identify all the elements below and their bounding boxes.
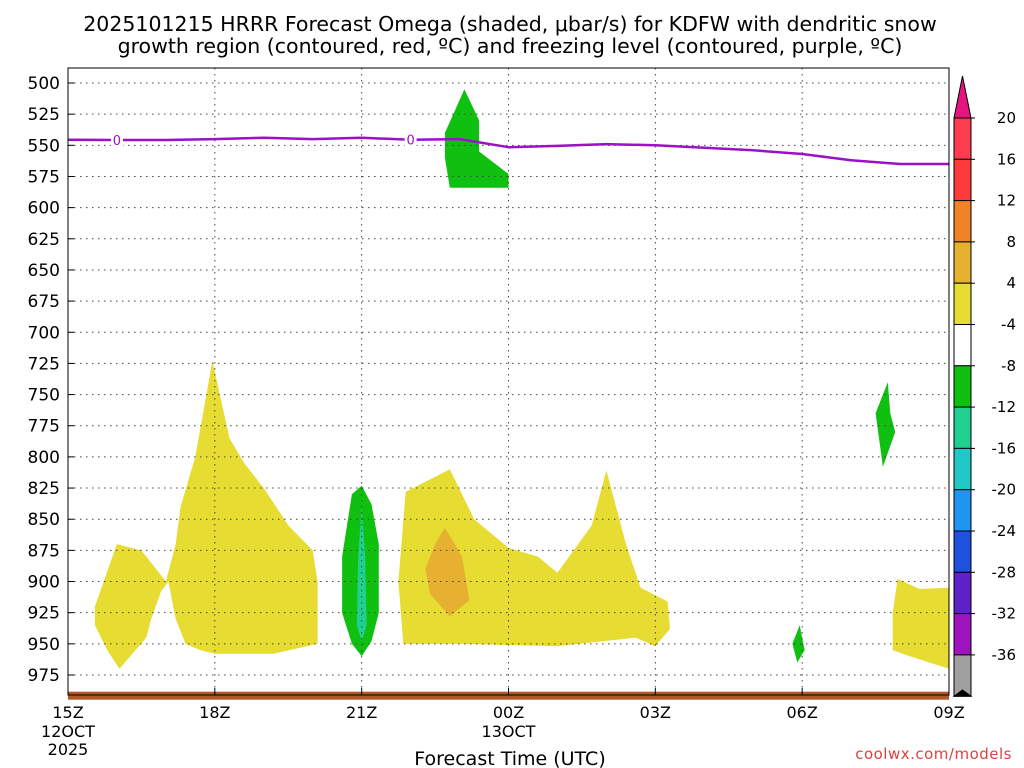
y-tick-label: 600 [28, 199, 60, 219]
y-tick-label: 775 [28, 417, 60, 437]
surface-ground [68, 691, 949, 700]
credit-label: coolwx.com/models [855, 745, 1012, 763]
x-tick-date-label: 13OCT [482, 722, 536, 741]
colorbar-segment [953, 571, 972, 615]
y-tick-label: 725 [28, 354, 60, 374]
y-tick-label: 650 [28, 261, 60, 281]
colorbar-segment [953, 613, 972, 656]
y-tick-label: 550 [28, 136, 60, 156]
omega-region-lower-downward-motion-1 [94, 360, 318, 669]
colorbar-segment [953, 241, 972, 284]
colorbar-segment [953, 200, 972, 243]
colorbar-label: 8 [1006, 233, 1016, 251]
y-tick-label: 700 [28, 323, 60, 343]
grid [68, 68, 949, 695]
freezing-level-label-bg [110, 131, 123, 148]
colorbar-segment [953, 489, 972, 532]
colorbar-label: -20 [992, 481, 1017, 499]
colorbar-bottom-triangle [952, 689, 973, 697]
x-tick-label: 21Z [346, 703, 377, 722]
y-tick-label: 750 [28, 386, 60, 406]
y-tick-label: 900 [28, 573, 60, 593]
x-axis-label: Forecast Time (UTC) [414, 748, 605, 768]
colorbar-label: 4 [1006, 274, 1016, 292]
omega-region-lower-downward-motion-core [425, 527, 470, 617]
freezing-level-line [67, 136, 949, 166]
colorbar: 20 16 12 8 4 -4 -8 -12 -16 -20 -24 -28 -32 -36 [952, 75, 1017, 697]
colorbar-label: -32 [992, 605, 1017, 623]
y-tick-label: 925 [28, 604, 60, 624]
y-tick-label: 825 [28, 479, 60, 499]
colorbar-segment [953, 282, 972, 326]
y-tick-label: 975 [28, 666, 60, 686]
chart-title-line1: 2025101215 HRRR Forecast Omega (shaded, … [83, 12, 937, 36]
omega-shading [68, 89, 949, 700]
colorbar-label: 16 [997, 150, 1016, 168]
x-tick-date-label: 12OCT [41, 722, 95, 741]
y-tick-label: 950 [28, 635, 60, 655]
x-tick-label: 15Z [52, 703, 83, 722]
colorbar-segment [953, 324, 972, 367]
colorbar-segment [953, 158, 972, 202]
y-tick-label: 875 [28, 541, 60, 561]
colorbar-segment [953, 406, 972, 449]
freezing-level-label: 0 [406, 134, 414, 149]
colorbar-label: -4 [1001, 316, 1016, 334]
x-tick-label: 03Z [640, 703, 671, 722]
omega-region-lower-downward-motion-3 [892, 579, 949, 669]
x-tick-year-label: 2025 [48, 740, 89, 759]
x-tick-label: 00Z [493, 703, 524, 722]
colorbar-segment [953, 117, 972, 160]
x-tick-label: 09Z [933, 703, 964, 722]
colorbar-segment [953, 447, 972, 491]
x-tick-label: 06Z [787, 703, 818, 722]
colorbar-label: -12 [992, 398, 1017, 416]
freezing-level-label-bg [404, 131, 417, 148]
omega-region-upper-upward-motion [444, 89, 509, 188]
x-tick-label: 18Z [199, 703, 230, 722]
omega-region-lower-upward-motion-core [356, 506, 367, 642]
colorbar-label: 12 [997, 192, 1016, 210]
omega-region-small-upward-cell-2 [875, 382, 896, 467]
y-tick-label: 675 [28, 292, 60, 312]
y-tick-label: 850 [28, 510, 60, 530]
chart-title-line2: growth region (contoured, red, ºC) and f… [118, 34, 903, 58]
omega-region-small-upward-cell-1 [792, 625, 805, 663]
y-tick-label: 525 [28, 105, 60, 125]
colorbar-label: -8 [1001, 357, 1016, 375]
y-tick-label: 500 [28, 74, 60, 94]
colorbar-label: -16 [992, 439, 1017, 457]
y-tick-label: 625 [28, 230, 60, 250]
y-tick-label: 575 [28, 167, 60, 187]
freezing-level-label: 0 [113, 134, 121, 149]
colorbar-label: 20 [997, 109, 1016, 127]
colorbar-label: -24 [992, 522, 1017, 540]
colorbar-label: -36 [992, 646, 1017, 664]
y-axis: 500 525 550 575 600 625 650 675 700 725 750 775 800 8… [28, 74, 74, 686]
y-tick-label: 800 [28, 448, 60, 468]
colorbar-top-triangle [953, 75, 972, 119]
colorbar-segment [953, 365, 972, 408]
colorbar-label: -28 [992, 563, 1017, 581]
colorbar-segment [953, 530, 972, 573]
